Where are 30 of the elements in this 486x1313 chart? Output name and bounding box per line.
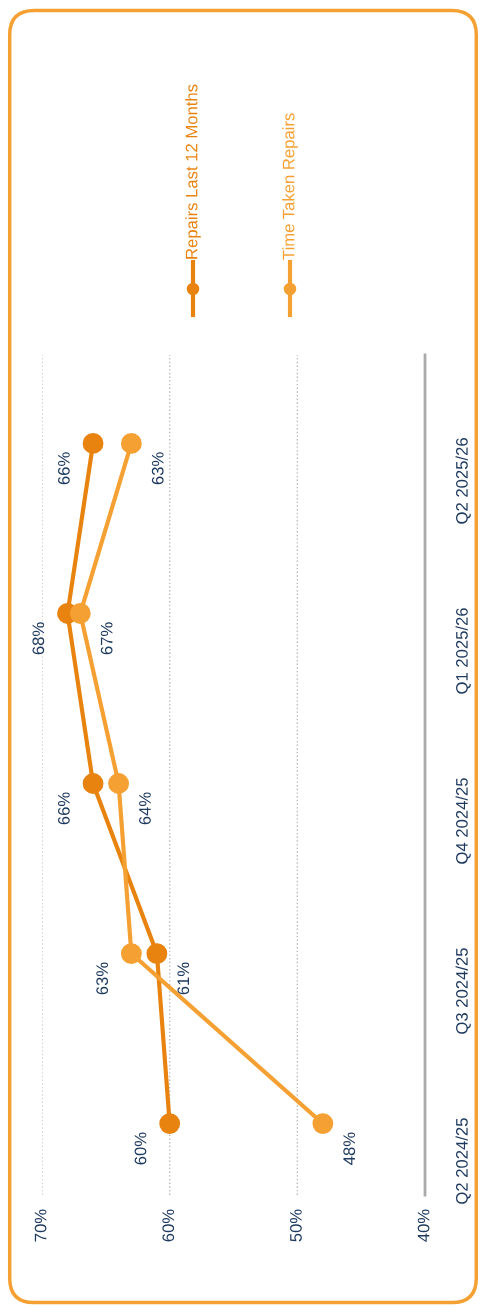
data-label: 66% — [57, 452, 70, 485]
data-label: 48% — [343, 1132, 356, 1165]
point — [69, 603, 91, 624]
data-label: 67% — [100, 622, 113, 655]
data-label: 63% — [151, 452, 164, 485]
y-tick-label: Q4 2024/25 — [455, 778, 471, 864]
x-tick-label: 40% — [417, 1209, 430, 1242]
point — [312, 1113, 334, 1135]
x-tick-label: 70% — [34, 1209, 47, 1242]
point — [82, 433, 104, 454]
data-label: 63% — [96, 962, 109, 995]
data-label: 60% — [134, 1132, 147, 1165]
point — [82, 773, 104, 794]
point — [120, 433, 142, 454]
point — [120, 943, 142, 964]
y-tick-label: Q2 2024/25 — [455, 1118, 471, 1204]
data-label: 66% — [57, 792, 70, 825]
data-label: 64% — [139, 792, 151, 825]
y-tick-label: Q1 2025/26 — [455, 608, 471, 694]
data-label: 61% — [177, 962, 190, 995]
y-tick-label: Q3 2024/25 — [455, 948, 471, 1034]
text: Repairs Last 12 Months — [185, 84, 201, 259]
text: Time Taken Repairs — [282, 113, 298, 260]
x-tick-label: 50% — [290, 1209, 302, 1242]
data-label: 68% — [32, 622, 45, 655]
point — [159, 1113, 181, 1135]
x-tick-label: 60% — [162, 1209, 175, 1242]
y-tick-label: Q2 2025/26 — [455, 438, 471, 524]
point — [146, 943, 168, 964]
point — [108, 773, 130, 794]
